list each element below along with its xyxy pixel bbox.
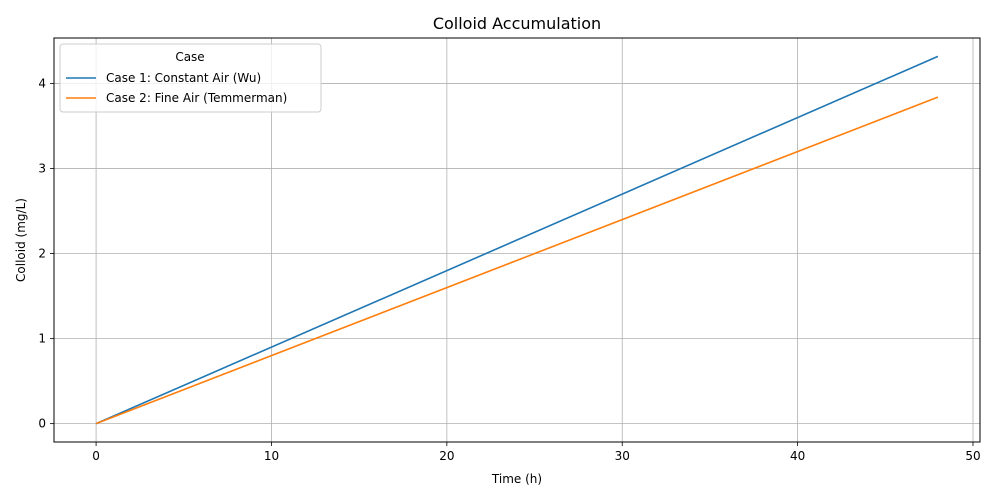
series-lines: [95, 55, 939, 425]
y-tick-label: 3: [38, 162, 46, 176]
y-axis-label: Colloid (mg/L): [14, 198, 28, 282]
y-tick-label: 1: [38, 332, 46, 346]
y-axis-ticks: 0 1 2 3 4: [38, 77, 54, 431]
x-tick-label: 50: [965, 449, 980, 463]
legend-label-case-2: Case 2: Fine Air (Temmerman): [106, 91, 287, 105]
x-tick-label: 40: [790, 449, 805, 463]
y-tick-label: 0: [38, 417, 46, 431]
legend: Case Case 1: Constant Air (Wu) Case 2: F…: [59, 43, 322, 113]
series-line-case-1: [95, 55, 939, 425]
x-axis-ticks: 0 10 20 30 40 50: [92, 442, 981, 463]
plot-frame: [53, 37, 981, 443]
legend-box: [59, 43, 322, 113]
chart-title: Colloid Accumulation: [433, 14, 601, 33]
x-tick-label: 10: [264, 449, 279, 463]
x-tick-label: 0: [92, 449, 100, 463]
legend-label-case-1: Case 1: Constant Air (Wu): [106, 71, 261, 85]
x-tick-label: 30: [615, 449, 630, 463]
legend-title: Case: [175, 50, 204, 64]
y-tick-label: 2: [38, 247, 46, 261]
series-line-case-2: [95, 96, 939, 425]
x-tick-label: 20: [439, 449, 454, 463]
x-axis-label: Time (h): [491, 472, 542, 486]
y-tick-label: 4: [38, 77, 46, 91]
